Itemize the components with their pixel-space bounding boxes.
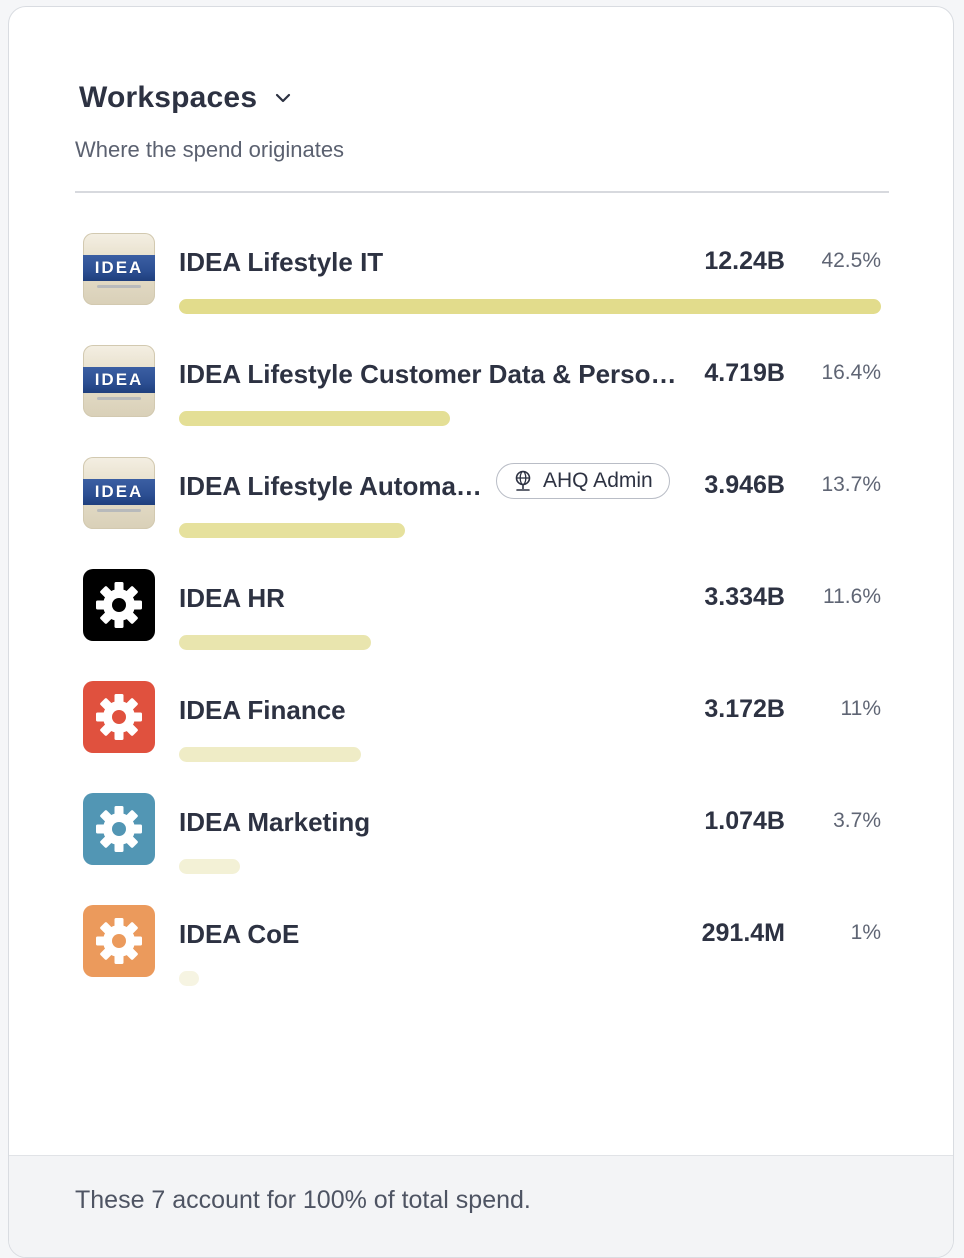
spend-share-bar — [179, 747, 361, 762]
spend-percent: 11% — [840, 697, 881, 720]
card-footer: These 7 account for 100% of total spend. — [9, 1155, 953, 1257]
spend-share-bar — [179, 299, 881, 314]
admin-badge: AHQ Admin — [496, 463, 670, 499]
card-header: Workspaces — [79, 81, 293, 115]
spend-share-bar — [179, 971, 199, 986]
workspace-row[interactable]: IDEA IDEA Lifestyle Customer Data & Perso… — [9, 337, 953, 449]
idea-logo-icon: IDEA — [83, 233, 155, 305]
spend-share-bar — [179, 859, 240, 874]
card-subtitle: Where the spend originates — [75, 137, 345, 162]
spend-amount: 1.074B — [704, 807, 785, 835]
workspace-row[interactable]: IDEA CoE 291.4M 1% — [9, 897, 953, 1009]
spend-amount: 3.334B — [704, 583, 785, 611]
card-title: Workspaces — [79, 81, 258, 114]
workspace-row[interactable]: IDEA IDEA Lifestyle Automat… AHQ Admin 3.94… — [9, 449, 953, 561]
workspace-name: IDEA Marketing — [179, 807, 371, 837]
workspace-name: IDEA Finance — [179, 695, 346, 725]
spend-share-bar — [179, 635, 371, 650]
workspaces-dropdown[interactable]: Workspaces — [79, 81, 293, 115]
workspace-name: IDEA Lifestyle Automat… — [179, 471, 484, 501]
idea-logo-icon: IDEA — [83, 457, 155, 529]
spend-percent: 16.4% — [821, 361, 881, 384]
gear-icon — [83, 681, 155, 753]
workspace-row[interactable]: IDEA Marketing 1.074B 3.7% — [9, 785, 953, 897]
chevron-down-icon — [273, 88, 293, 108]
footer-summary: These 7 account for 100% of total spend. — [75, 1186, 531, 1214]
workspace-row[interactable]: IDEA HR 3.334B 11.6% — [9, 561, 953, 673]
gear-icon — [83, 905, 155, 977]
spend-percent: 3.7% — [833, 809, 881, 832]
spend-percent: 1% — [850, 921, 881, 944]
spend-percent: 42.5% — [821, 249, 881, 272]
spend-amount: 291.4M — [701, 919, 785, 947]
divider — [75, 191, 889, 193]
workspaces-card: Workspaces Where the spend originates ID… — [8, 6, 954, 1258]
workspace-name: IDEA Lifestyle IT — [179, 247, 384, 277]
spend-amount: 12.24B — [704, 247, 785, 275]
globe-pin-icon — [515, 470, 531, 491]
workspace-row[interactable]: IDEA Finance 3.172B 11% — [9, 673, 953, 785]
badge-label: AHQ Admin — [543, 469, 653, 492]
spend-amount: 3.172B — [704, 695, 785, 723]
workspace-row[interactable]: IDEA IDEA Lifestyle IT 12.24B 42.5% — [9, 225, 953, 337]
workspace-name: IDEA Lifestyle Customer Data & Persona… — [179, 359, 684, 389]
idea-logo-icon: IDEA — [83, 345, 155, 417]
spend-amount: 3.946B — [704, 471, 785, 499]
spend-share-bar — [179, 411, 450, 426]
gear-icon — [83, 569, 155, 641]
spend-amount: 4.719B — [704, 359, 785, 387]
spend-percent: 11.6% — [823, 585, 881, 608]
workspace-name: IDEA CoE — [179, 919, 300, 949]
spend-percent: 13.7% — [821, 473, 881, 496]
gear-icon — [83, 793, 155, 865]
workspace-name: IDEA HR — [179, 583, 285, 613]
spend-share-bar — [179, 523, 405, 538]
